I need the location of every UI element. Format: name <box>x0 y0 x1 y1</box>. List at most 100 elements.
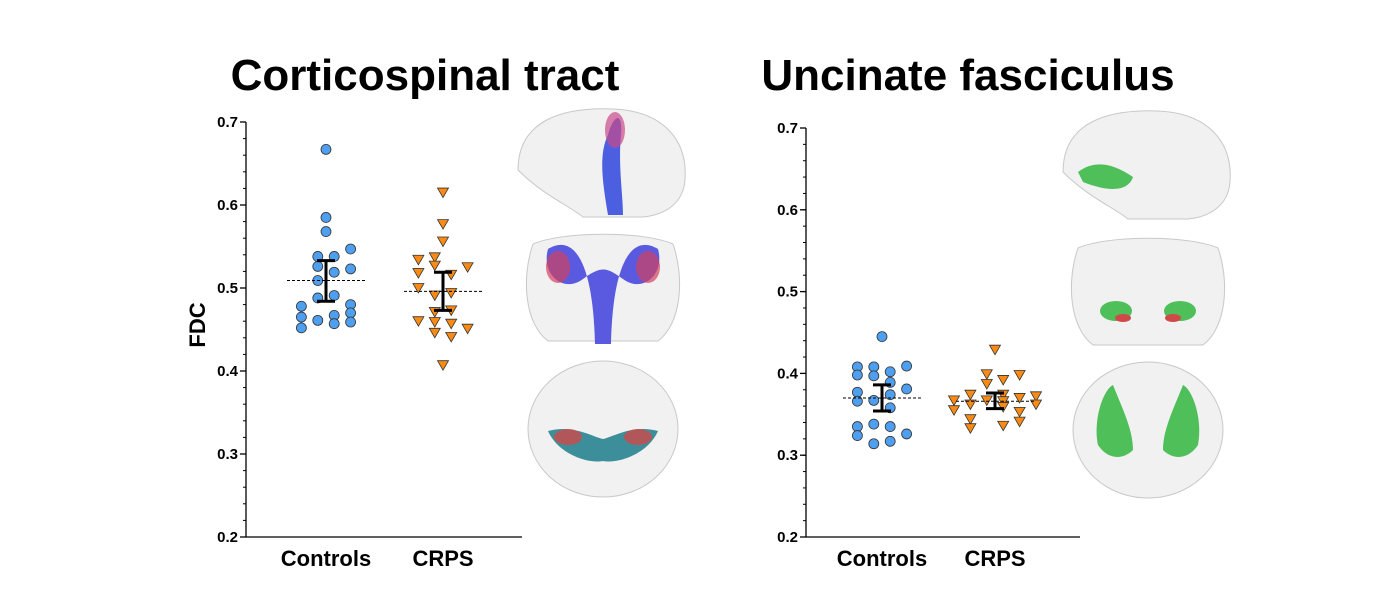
data-point <box>295 300 307 312</box>
data-point <box>852 430 863 441</box>
data-point <box>428 260 441 272</box>
data-point <box>868 394 880 406</box>
data-point <box>964 399 977 411</box>
data-point <box>428 290 441 302</box>
data-point <box>980 379 993 390</box>
data-point <box>328 318 340 330</box>
data-point <box>445 332 458 343</box>
data-point <box>901 383 912 395</box>
data-point <box>320 143 332 155</box>
data-point <box>428 317 441 328</box>
data-point <box>964 423 977 435</box>
data-point <box>947 395 961 407</box>
fiber-tract <box>1115 314 1131 322</box>
data-point <box>964 414 977 426</box>
brain-render-coronal <box>525 233 681 344</box>
data-point <box>997 420 1010 432</box>
brain-outline <box>517 108 686 218</box>
brain-render-axial <box>1072 361 1224 499</box>
data-point <box>884 366 896 378</box>
brain-outline <box>1072 361 1224 499</box>
data-point <box>461 323 474 335</box>
error-bar <box>434 270 452 312</box>
fiber-tract <box>1078 164 1133 189</box>
data-point <box>884 389 896 401</box>
data-point <box>412 254 425 266</box>
data-point <box>884 435 896 447</box>
data-point <box>852 421 863 432</box>
tractography-images <box>1062 110 1231 499</box>
data-point <box>868 438 880 450</box>
data-point <box>852 386 863 398</box>
brain-outline <box>1070 237 1226 346</box>
data-point <box>1013 406 1026 418</box>
tractography-images <box>517 108 686 498</box>
data-point <box>445 318 458 330</box>
series-controls <box>287 143 365 334</box>
error-bar <box>317 259 335 303</box>
brain-render-axial <box>527 360 679 498</box>
y-tick-label: 0.7 <box>777 120 798 137</box>
y-tick-label: 0.7 <box>217 114 238 131</box>
data-point <box>852 395 863 407</box>
data-point <box>868 370 880 382</box>
fiber-tract <box>546 251 570 283</box>
y-tick-label: 0.6 <box>217 197 238 214</box>
data-point <box>436 236 450 248</box>
y-tick-label: 0.4 <box>217 363 239 380</box>
y-axis-label: FDC <box>185 302 210 347</box>
error-bar <box>986 391 1004 411</box>
data-point <box>436 360 450 371</box>
data-point <box>328 266 340 278</box>
data-point <box>1013 370 1026 381</box>
data-point <box>412 316 425 327</box>
series-crps <box>404 187 482 371</box>
series-crps <box>947 344 1043 435</box>
data-point <box>852 369 863 381</box>
chart-title: Uncinate fasciculus <box>761 51 1174 100</box>
data-point <box>868 418 880 430</box>
y-tick-label: 0.5 <box>217 280 238 297</box>
fiber-tract <box>624 429 652 445</box>
data-point <box>312 261 324 272</box>
data-point <box>295 322 307 334</box>
x-tick-label: CRPS <box>412 546 473 571</box>
y-tick-label: 0.3 <box>777 447 798 464</box>
fiber-tract <box>546 244 660 344</box>
fiber-tract <box>554 429 582 445</box>
chart-panel-2: Uncinate fasciculus 0.2 0.3 0.4 0.5 0.6 0.7 Con… <box>761 51 1231 571</box>
data-point <box>1013 393 1026 404</box>
data-point <box>876 331 888 342</box>
error-bar <box>873 383 891 413</box>
data-point <box>345 263 357 275</box>
chart-title: Corticospinal tract <box>231 51 620 100</box>
fiber-tract <box>1096 385 1133 457</box>
data-point <box>980 369 993 381</box>
x-tick-label: Controls <box>281 546 371 571</box>
data-point <box>884 421 896 432</box>
brain-outline <box>1062 110 1231 220</box>
data-point <box>312 314 324 326</box>
brain-render-coronal <box>1070 237 1226 346</box>
data-point <box>436 187 450 199</box>
y-tick-label: 0.3 <box>217 446 238 463</box>
x-tick-label: CRPS <box>964 546 1025 571</box>
data-point <box>320 212 332 223</box>
y-tick-label: 0.6 <box>777 202 798 219</box>
data-point <box>947 405 961 417</box>
brain-render-sagittal <box>517 108 686 218</box>
data-point <box>412 283 425 294</box>
x-tick-label: Controls <box>837 546 927 571</box>
data-point <box>997 375 1010 386</box>
data-point <box>964 389 977 401</box>
data-point <box>328 290 340 301</box>
y-tick-label: 0.2 <box>777 529 798 546</box>
data-point <box>1029 391 1043 403</box>
data-point <box>295 311 307 323</box>
data-point <box>1029 399 1043 411</box>
brain-render-sagittal <box>1062 110 1231 220</box>
data-point <box>345 243 357 255</box>
data-point <box>345 307 357 319</box>
data-point <box>901 428 912 440</box>
